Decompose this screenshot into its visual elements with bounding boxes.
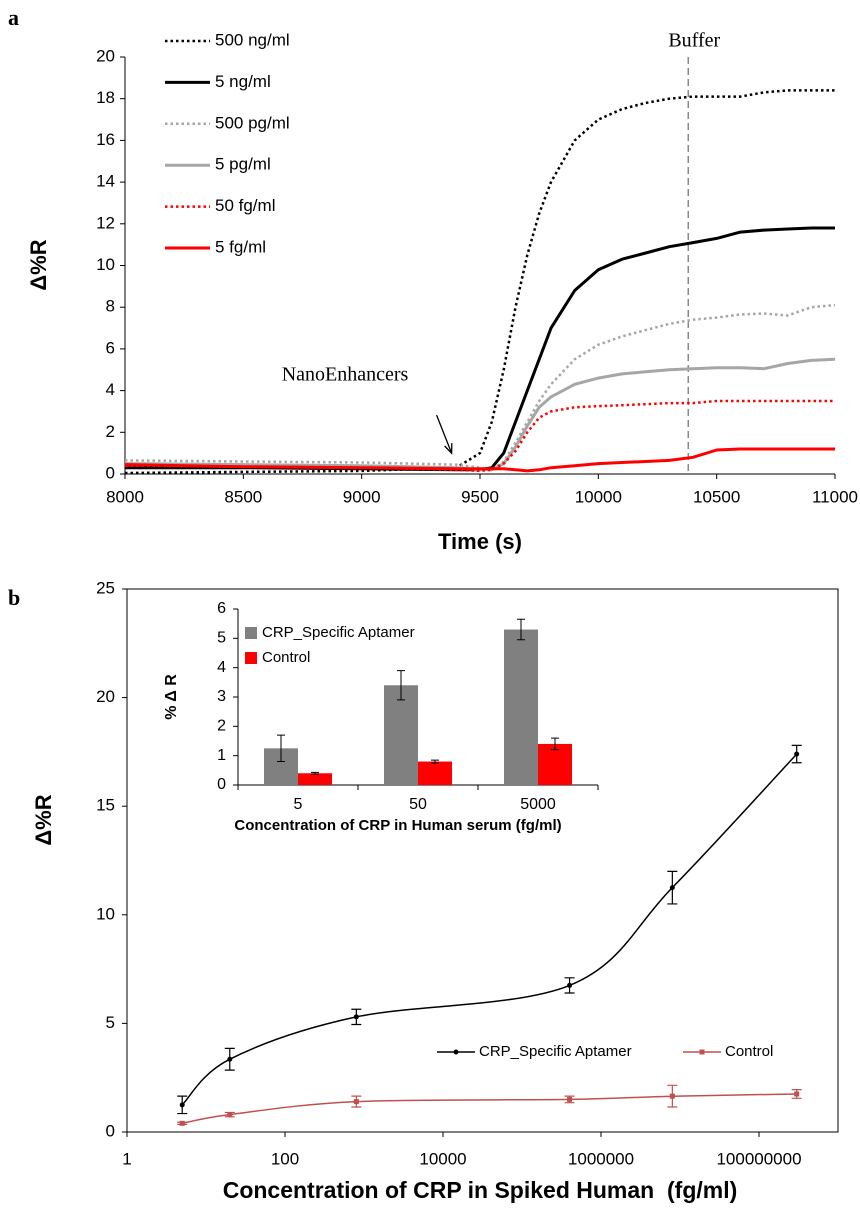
y-tick-label: 14 (96, 172, 115, 191)
legend-label: 5 fg/ml (215, 237, 266, 256)
x-tick-label: 1000000 (568, 1149, 634, 1168)
marker (669, 885, 675, 891)
error-bar (517, 618, 525, 641)
y-tick-label: 15 (96, 796, 115, 815)
annotation: Buffer (668, 30, 720, 52)
annotation-arrow (435, 414, 453, 454)
y-tick-label: 0 (217, 776, 226, 793)
legend-swatch (245, 627, 257, 639)
y-tick-label: 20 (96, 46, 115, 65)
panel-label: a (8, 5, 19, 30)
y-axis-title: % Δ R (163, 674, 180, 720)
y-tick-label: 16 (96, 130, 115, 149)
x-axis-title: Time (s) (438, 529, 522, 554)
marker (179, 1102, 185, 1108)
series-line (124, 303, 836, 472)
y-tick-label: 18 (96, 88, 115, 107)
legend-label: 5 pg/ml (215, 155, 271, 174)
bar (384, 685, 418, 785)
marker (227, 1112, 233, 1118)
x-tick-label: 10500 (693, 487, 740, 506)
marker (567, 982, 573, 988)
legend-label: Control (725, 1043, 773, 1060)
marker (353, 1099, 359, 1105)
y-tick-label: 4 (217, 659, 226, 676)
series-line (124, 447, 835, 473)
marker (794, 1091, 800, 1097)
x-tick-label: 5000 (520, 796, 556, 813)
x-axis-title: Concentration of CRP in Spiked Human (fg… (223, 1177, 738, 1203)
y-tick-label: 0 (106, 463, 115, 482)
series-line (182, 1093, 797, 1125)
legend-label: CRP_Specific Aptamer (479, 1043, 632, 1060)
legend-label: CRP_Specific Aptamer (262, 624, 415, 641)
marker (669, 1093, 675, 1099)
x-tick-label: 1 (122, 1149, 131, 1168)
y-tick-label: 2 (217, 718, 226, 735)
x-tick-label: 50 (409, 796, 427, 813)
y-tick-label: 12 (96, 213, 115, 232)
y-tick-label: 25 (96, 578, 115, 597)
plot-frame (126, 588, 839, 1133)
marker (567, 1096, 573, 1102)
x-tick-label: 5 (294, 796, 303, 813)
series-line (124, 89, 835, 475)
error-bar (277, 734, 285, 763)
x-tick-label: 8000 (106, 487, 144, 506)
y-axis-title: Δ%R (31, 794, 56, 845)
x-tick-label: 100 (271, 1149, 299, 1168)
x-tick-label: 10000 (575, 487, 622, 506)
legend-label: 500 ng/ml (215, 30, 290, 49)
error-bar (311, 771, 319, 775)
series-line (125, 226, 835, 472)
x-tick-label: 9000 (343, 487, 381, 506)
y-tick-label: 3 (217, 688, 226, 705)
x-tick-label: 9500 (461, 487, 499, 506)
legend-label: 5 ng/ml (215, 72, 271, 91)
legend-label: Control (262, 649, 310, 666)
bar (504, 629, 538, 785)
series-line (124, 399, 835, 473)
y-tick-label: 5 (217, 630, 226, 647)
legend-marker (453, 1049, 459, 1055)
y-tick-label: 6 (106, 338, 115, 357)
y-tick-label: 1 (217, 747, 226, 764)
y-tick-label: 8 (106, 297, 115, 316)
legend-marker (699, 1049, 705, 1055)
bar (538, 743, 572, 785)
y-tick-label: 6 (217, 600, 226, 617)
error-bar (551, 737, 559, 751)
annotation: NanoEnhancers (282, 364, 409, 386)
y-tick-label: 10 (96, 904, 115, 923)
arrow-head (444, 443, 453, 455)
y-axis-title: Δ%R (26, 239, 51, 290)
error-bar (431, 759, 439, 764)
x-tick-label: 8500 (224, 487, 262, 506)
y-tick-label: 10 (96, 255, 115, 274)
y-tick-label: 5 (106, 1013, 115, 1032)
panel-label: b (8, 585, 20, 610)
x-tick-label: 11000 (812, 487, 858, 506)
marker (227, 1056, 233, 1062)
legend-label: 50 fg/ml (215, 196, 275, 215)
marker (179, 1120, 185, 1126)
x-axis-title: Concentration of CRP in Human serum (fg/… (234, 817, 561, 834)
y-tick-label: 20 (96, 687, 115, 706)
bar (298, 773, 332, 785)
y-tick-label: 2 (106, 422, 115, 441)
legend-swatch (245, 652, 257, 664)
bar (418, 761, 452, 785)
x-tick-label: 10000 (419, 1149, 466, 1168)
x-tick-label: 100000000 (716, 1149, 801, 1168)
marker (353, 1014, 359, 1020)
marker (794, 751, 800, 757)
error-bar (397, 670, 405, 701)
y-tick-label: 0 (106, 1121, 115, 1140)
legend-label: 500 pg/ml (215, 113, 290, 132)
y-tick-label: 4 (106, 380, 115, 399)
